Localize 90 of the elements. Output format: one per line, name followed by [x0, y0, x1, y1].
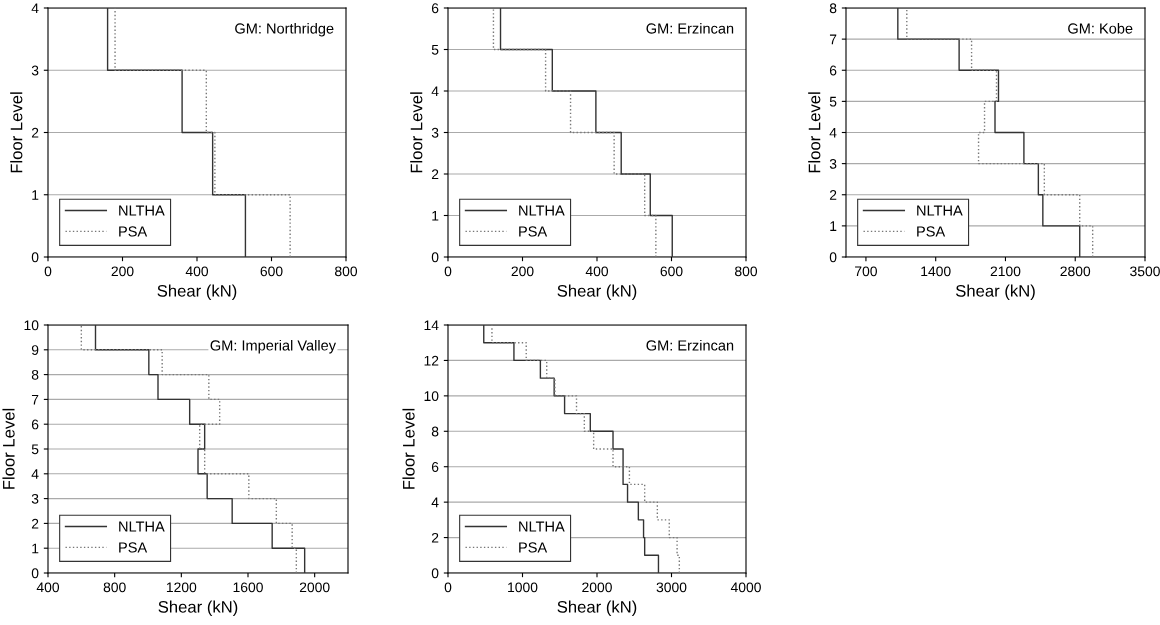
y-tick-label: 8 — [431, 426, 439, 437]
legend-label: PSA — [119, 226, 148, 237]
y-axis-title: Floor Level — [402, 408, 415, 489]
legend-label: NLTHA — [519, 521, 565, 532]
legend-label: NLTHA — [119, 205, 165, 216]
y-tick-label: 12 — [424, 355, 439, 366]
y-axis-title: Floor Level — [808, 92, 821, 173]
y-tick-label: 10 — [24, 320, 39, 331]
x-tick-label: 4000 — [730, 582, 761, 593]
x-tick-label: 3500 — [1130, 266, 1160, 277]
y-tick-label: 5 — [31, 444, 39, 455]
y-tick-label: 5 — [431, 44, 439, 55]
y-tick-label: 5 — [829, 96, 837, 107]
y-tick-label: 1 — [32, 190, 39, 200]
y-tick-label: 3 — [31, 65, 39, 76]
legend-label: PSA — [519, 542, 548, 553]
y-tick-label: 7 — [829, 34, 837, 45]
x-tick-label: 800 — [103, 582, 126, 593]
y-tick-label: 3 — [431, 127, 439, 138]
annotation: GM: Erzincan — [646, 22, 734, 34]
y-tick-label: 0 — [31, 568, 39, 579]
y-tick-label: 3 — [829, 158, 837, 169]
y-tick-label: 3 — [31, 493, 39, 504]
y-tick-label: 1 — [432, 210, 439, 221]
y-tick-label: 10 — [424, 391, 439, 402]
x-tick-label: 2100 — [990, 266, 1021, 277]
x-axis-title: Shear (kN) — [158, 600, 238, 617]
y-tick-label: 4 — [829, 127, 837, 138]
x-tick-label: 2000 — [582, 582, 612, 593]
annotation: GM: Northridge — [235, 22, 334, 37]
y-tick-label: 2 — [31, 127, 39, 138]
x-tick-label: 0 — [444, 266, 452, 277]
y-tick-label: 14 — [424, 320, 439, 331]
y-tick-label: 4 — [31, 3, 39, 14]
x-tick-label: 400 — [36, 582, 60, 593]
y-tick-label: 2 — [431, 532, 439, 543]
x-tick-label: 200 — [511, 266, 534, 277]
y-tick-label: 2 — [31, 518, 39, 529]
x-axis-title: Shear (kN) — [557, 284, 637, 301]
y-axis-title: Floor Level — [2, 408, 15, 489]
x-axis-title: Shear (kN) — [955, 284, 1035, 301]
y-tick-label: 4 — [431, 497, 439, 508]
legend-label: PSA — [519, 226, 548, 237]
y-tick-label: 7 — [31, 394, 39, 405]
y-tick-label: 8 — [31, 369, 39, 380]
y-tick-label: 4 — [31, 469, 39, 479]
x-tick-label: 0 — [44, 266, 52, 277]
legend-label: NLTHA — [519, 205, 565, 216]
x-tick-label: 2800 — [1060, 266, 1091, 277]
y-tick-label: 4 — [431, 86, 439, 97]
x-axis-title: Shear (kN) — [557, 600, 637, 617]
annotation: GM: Erzincan — [646, 339, 734, 351]
x-axis-title: Shear (kN) — [157, 284, 237, 301]
x-tick-label: 3000 — [656, 582, 687, 593]
y-tick-label: 6 — [431, 462, 439, 472]
y-tick-label: 6 — [431, 3, 439, 14]
x-tick-label: 1000 — [508, 582, 538, 593]
y-axis-title: Floor Level — [410, 92, 423, 173]
y-tick-label: 2 — [829, 190, 837, 200]
legend-label: NLTHA — [917, 205, 963, 216]
x-tick-label: 1200 — [166, 582, 197, 593]
y-tick-label: 8 — [829, 3, 837, 14]
legend-label: NLTHA — [119, 521, 165, 532]
x-tick-label: 400 — [585, 266, 609, 277]
y-tick-label: 9 — [31, 345, 39, 355]
y-tick-label: 1 — [830, 221, 837, 231]
legend-label: PSA — [119, 542, 148, 553]
x-tick-label: 1400 — [921, 266, 951, 277]
annotation: GM: Imperial Valley — [210, 339, 336, 354]
y-tick-label: 0 — [31, 252, 39, 263]
y-tick-label: 6 — [829, 65, 837, 76]
x-tick-label: 0 — [444, 582, 452, 593]
x-tick-label: 200 — [111, 266, 134, 277]
y-tick-label: 0 — [431, 252, 439, 263]
x-tick-label: 400 — [185, 266, 209, 277]
x-tick-label: 700 — [855, 266, 877, 277]
x-tick-label: 600 — [660, 266, 683, 277]
x-tick-label: 800 — [335, 266, 358, 277]
y-tick-label: 1 — [32, 543, 39, 554]
x-tick-label: 600 — [260, 266, 283, 277]
y-tick-label: 6 — [31, 419, 39, 430]
x-tick-label: 2000 — [299, 582, 330, 593]
y-axis-title: Floor Level — [10, 92, 23, 173]
annotation: GM: Kobe — [1068, 22, 1133, 34]
y-tick-label: 0 — [431, 568, 439, 579]
y-tick-label: 2 — [431, 169, 439, 180]
y-tick-label: 0 — [829, 252, 837, 263]
x-tick-label: 800 — [735, 266, 758, 277]
x-tick-label: 1600 — [233, 582, 263, 593]
legend-label: PSA — [917, 226, 946, 237]
